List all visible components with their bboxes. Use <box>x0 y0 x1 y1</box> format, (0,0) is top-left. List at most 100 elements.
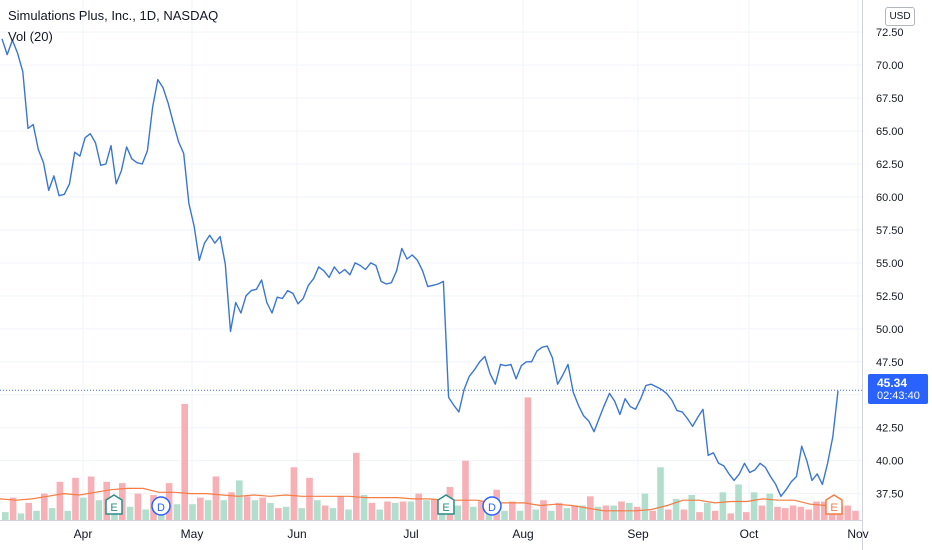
volume-bar-up <box>516 510 524 520</box>
chart-title[interactable]: Simulations Plus, Inc., 1D, NASDAQ <box>8 8 219 23</box>
y-tick-label: 47.50 <box>876 357 904 369</box>
volume-bar-up <box>563 508 571 520</box>
volume-bar-up <box>17 513 25 520</box>
volume-bar-down <box>758 505 766 520</box>
volume-bar-down <box>711 510 719 520</box>
volume-bar-down <box>431 498 438 520</box>
volume-bar-down <box>696 512 703 520</box>
volume-bar-up <box>454 505 461 520</box>
volume-bar-up <box>407 501 415 520</box>
last-price-value: 45.34 <box>877 376 908 390</box>
upcoming-earnings-marker-label: E <box>830 502 837 514</box>
volume-bar-up <box>360 495 368 520</box>
currency-button[interactable]: USD <box>885 7 915 26</box>
x-tick-label: Oct <box>740 527 759 541</box>
volume-bar-down <box>353 452 360 520</box>
volume-bar-down <box>813 501 820 520</box>
volume-bar-up <box>251 500 259 520</box>
volume-bar-up <box>267 502 274 520</box>
volume-bar-up <box>470 506 477 520</box>
volume-bar-down <box>306 477 313 520</box>
volume-bar-up <box>376 509 383 520</box>
volume-bar-down <box>727 513 734 520</box>
volume-bar-down <box>337 496 344 520</box>
volume-bar-down <box>633 506 641 520</box>
x-tick-label: Sep <box>627 527 649 541</box>
volume-bar-up <box>657 467 664 520</box>
last-price-badge: 45.34 02:43:40 <box>868 374 928 404</box>
y-tick-label: 40.00 <box>876 456 904 468</box>
y-tick-label: 72.50 <box>876 27 904 39</box>
volume-legend[interactable]: Vol (20) <box>8 29 53 44</box>
volume-bar-up <box>48 508 56 520</box>
y-tick-label: 42.50 <box>876 423 904 435</box>
y-tick-label: 50.00 <box>876 324 904 336</box>
volume-bar-down <box>797 506 805 520</box>
volume-bar-down <box>321 505 329 520</box>
dividend-marker[interactable] <box>151 496 171 516</box>
volume-bar-up <box>532 509 539 520</box>
volume-bar-down <box>72 477 79 520</box>
volume-bar-down <box>805 509 812 520</box>
dividend-marker[interactable] <box>482 496 502 516</box>
y-tick-label: 37.50 <box>876 489 904 501</box>
volume-bar-up <box>750 492 758 520</box>
volume-bar-up <box>189 504 196 520</box>
volume-bar-down <box>743 512 750 520</box>
volume-bar-down <box>782 508 789 520</box>
volume-bar-down <box>680 509 688 520</box>
volume-bar-down <box>789 505 797 520</box>
volume-bar-down <box>25 502 32 520</box>
y-tick-label: 52.50 <box>876 291 904 303</box>
volume-bar-up <box>298 508 305 520</box>
volume-bar-down <box>197 497 204 520</box>
volume-bar-down <box>540 500 547 520</box>
volume-bar-up <box>220 500 227 520</box>
volume-bar-up <box>719 492 727 520</box>
y-tick-label: 60.00 <box>876 192 904 204</box>
volume-bar-up <box>329 508 337 520</box>
y-tick-label: 57.50 <box>876 225 904 237</box>
volume-bar-down <box>56 481 64 520</box>
volume-bar-up <box>236 480 243 520</box>
earnings-marker-label: E <box>442 502 449 514</box>
volume-bar-down <box>399 501 407 520</box>
earnings-marker[interactable] <box>105 494 123 515</box>
y-tick-label: 67.50 <box>876 93 904 105</box>
volume-bar-down <box>524 397 532 520</box>
volume-bar-down <box>821 501 828 520</box>
volume-bar-down <box>852 510 859 520</box>
volume-bar-down <box>384 501 391 520</box>
earnings-marker[interactable] <box>437 494 455 515</box>
volume-bar-up <box>610 505 617 520</box>
volume-bar-down <box>9 497 17 520</box>
volume-bar-up <box>626 502 633 520</box>
volume-bar-up <box>641 493 649 520</box>
y-tick-label: 65.00 <box>876 126 904 138</box>
volume-bar-up <box>126 506 134 520</box>
volume-bar-up <box>548 510 555 520</box>
volume-bar-down <box>41 493 48 520</box>
volume-bar-up <box>392 502 399 520</box>
upcoming-earnings-marker[interactable] <box>825 494 843 515</box>
volume-bar-down <box>243 496 251 520</box>
earnings-marker-label: E <box>110 502 117 514</box>
volume-bar-up <box>204 500 212 520</box>
volume-bar-down <box>571 505 578 520</box>
volume-bar-up <box>173 504 181 520</box>
volume-bar-down <box>290 467 298 520</box>
volume-bar-down <box>228 492 235 520</box>
x-tick-label: Jul <box>403 527 418 541</box>
dividend-marker-label: D <box>488 502 496 514</box>
volume-bar-down <box>134 493 142 520</box>
volume-bar-down <box>477 501 485 520</box>
price-line[interactable] <box>1 38 839 497</box>
volume-bar-up <box>142 509 149 520</box>
volume-bar-up <box>579 505 586 520</box>
volume-bar-down <box>665 509 672 520</box>
volume-bar-up <box>672 498 680 520</box>
x-tick-label: May <box>181 527 204 541</box>
volume-bar-down <box>462 460 469 520</box>
